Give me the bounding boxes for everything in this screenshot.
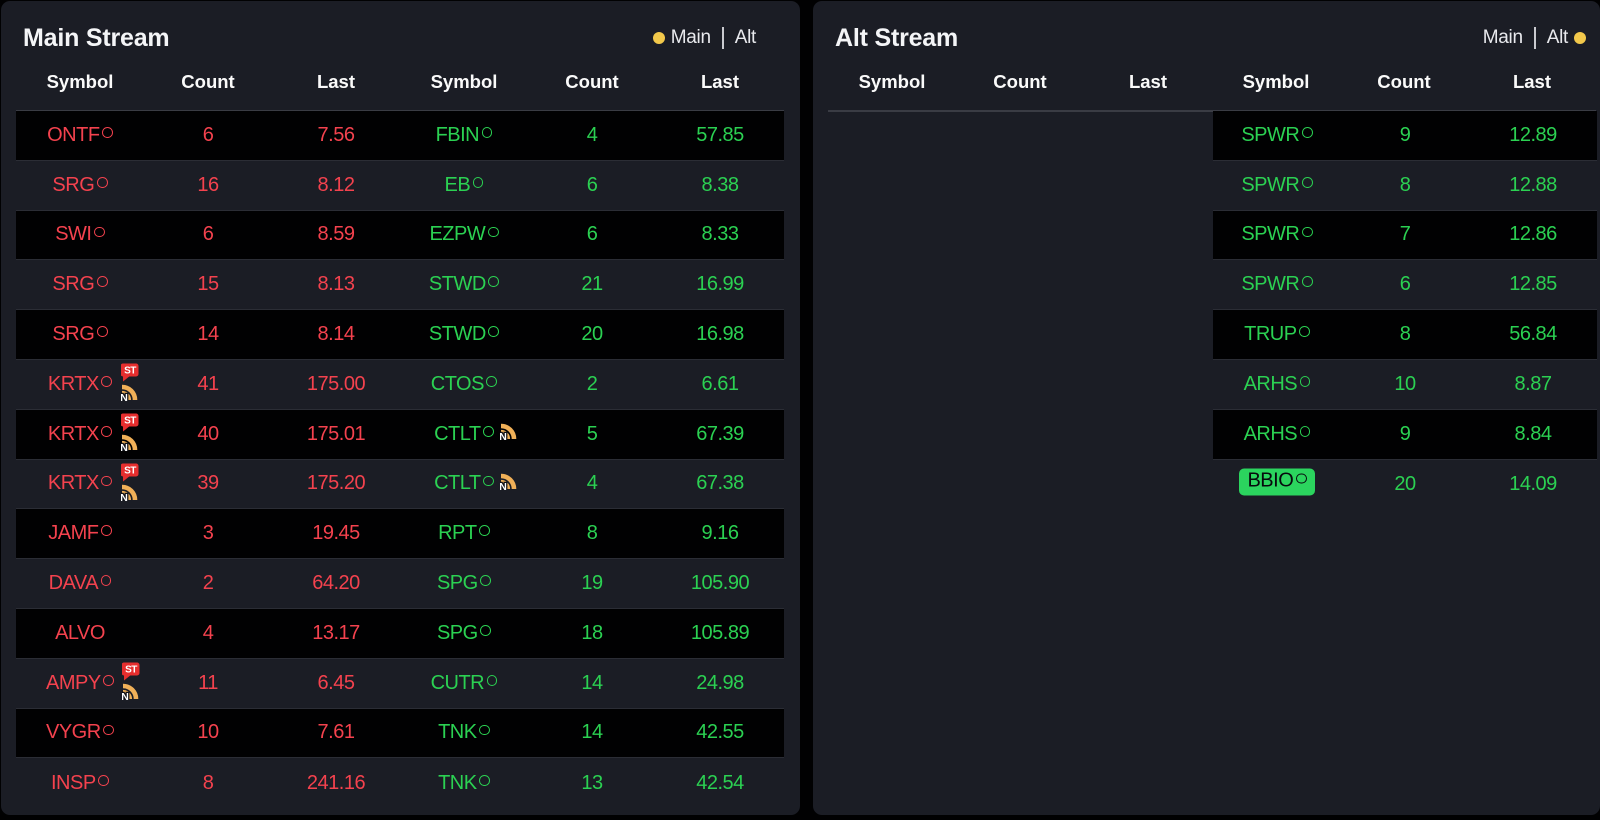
- svg-text:ST: ST: [124, 416, 136, 427]
- svg-text:N: N: [122, 691, 128, 700]
- svg-text:ST: ST: [124, 466, 136, 477]
- svg-text:ST: ST: [124, 366, 136, 377]
- svg-text:N: N: [121, 492, 127, 501]
- svg-text:N: N: [121, 392, 127, 401]
- svg-text:N: N: [500, 481, 506, 490]
- svg-text:N: N: [121, 442, 127, 451]
- svg-text:ST: ST: [126, 665, 138, 676]
- svg-text:N: N: [500, 431, 506, 440]
